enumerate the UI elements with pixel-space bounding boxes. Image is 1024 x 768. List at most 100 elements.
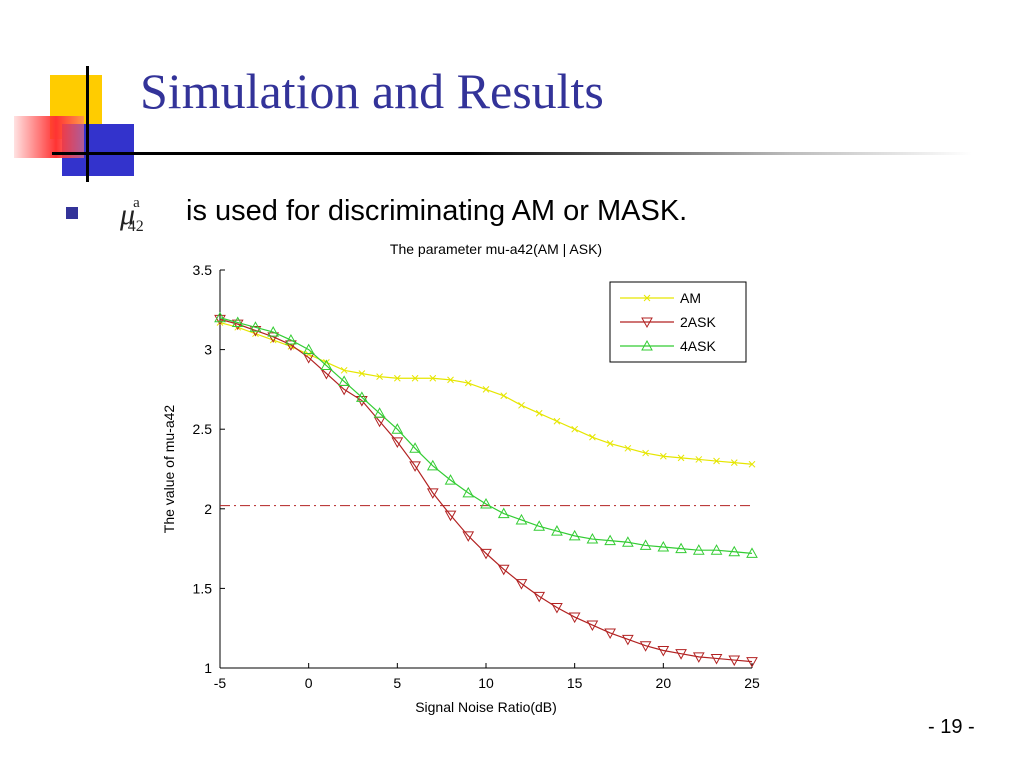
data-point-2ask (657, 645, 670, 657)
y-tick-label: 3 (204, 342, 212, 358)
mu-superscript: a (133, 195, 140, 211)
data-point-4ask (728, 545, 741, 557)
data-point-4ask (356, 391, 368, 402)
data-point-am (748, 460, 756, 468)
data-point-am (429, 374, 437, 382)
data-point-4ask (657, 540, 670, 552)
data-point-2ask (426, 488, 439, 499)
data-point-am (411, 374, 419, 382)
data-point-4ask (444, 474, 457, 485)
slide-title: Simulation and Results (140, 63, 604, 119)
y-tick-label: 2.5 (193, 421, 213, 437)
data-point-2ask (267, 332, 280, 343)
data-point-4ask (302, 343, 315, 355)
deco-vertical-line (86, 66, 89, 182)
data-point-2ask (533, 591, 546, 603)
data-point-2ask (497, 564, 510, 576)
deco-red-bar (14, 116, 84, 158)
data-point-2ask (214, 314, 226, 326)
data-point-2ask (515, 579, 528, 590)
data-point-4ask (267, 326, 280, 337)
data-point-2ask (710, 653, 723, 665)
data-point-2ask (551, 603, 563, 614)
data-point-am (447, 376, 454, 384)
data-point-4ask (320, 359, 333, 371)
data-point-4ask (710, 544, 723, 555)
data-point-4ask (285, 334, 297, 345)
x-tick-label: 15 (567, 675, 583, 691)
data-point-4ask (746, 547, 758, 558)
mu-subscript: 42 (127, 218, 144, 235)
data-point-am (535, 409, 543, 417)
data-point-4ask (675, 542, 687, 554)
data-point-2ask (622, 634, 634, 646)
data-point-4ask (373, 407, 386, 418)
data-point-am (553, 417, 561, 425)
data-point-4ask (480, 497, 492, 509)
x-tick-label: 25 (744, 675, 760, 691)
y-tick-label: 2 (204, 501, 212, 517)
data-point-am (730, 459, 738, 466)
x-tick-label: 20 (656, 675, 672, 691)
data-point-am (589, 433, 596, 441)
chart-title: The parameter mu-a42(AM | ASK) (390, 241, 602, 257)
x-tick-label: 10 (478, 675, 494, 691)
data-point-4ask (391, 423, 404, 434)
bullet-square-icon (66, 207, 78, 219)
data-point-2ask (639, 641, 652, 652)
data-point-am (376, 373, 383, 381)
chart: The parameter mu-a42(AM | ASK) 1 1.5 2 2.5 3 3… (161, 241, 760, 715)
data-point-am (358, 370, 366, 377)
data-point-2ask (409, 461, 421, 472)
data-point-am (393, 374, 401, 382)
data-point-4ask (214, 311, 226, 323)
data-point-am (659, 452, 667, 460)
legend-marker-2ask (641, 317, 653, 329)
data-point-4ask (568, 529, 581, 541)
x-axis-label: Signal Noise Ratio(dB) (415, 699, 557, 715)
data-point-am (571, 425, 579, 433)
data-point-2ask (231, 319, 244, 331)
data-point-2ask (480, 548, 492, 560)
data-point-4ask (249, 321, 262, 332)
data-point-2ask (746, 657, 758, 668)
data-point-2ask (285, 340, 297, 351)
data-point-am (518, 401, 525, 409)
data-point-4ask (515, 513, 528, 525)
data-point-4ask (497, 507, 510, 519)
data-point-2ask (444, 510, 457, 522)
data-point-4ask (426, 459, 439, 471)
data-point-4ask (409, 442, 421, 453)
legend-label-2ask: 2ASK (680, 314, 716, 330)
y-tick-label: 1.5 (193, 580, 213, 596)
mu-a42-symbol: μa 42 (120, 195, 158, 236)
data-point-2ask (391, 437, 404, 448)
y-tick-label: 1 (204, 660, 212, 676)
series-line-2ask (219, 318, 753, 663)
data-point-am (695, 456, 703, 463)
data-point-4ask (622, 536, 634, 547)
data-point-4ask (338, 375, 350, 386)
data-point-2ask (586, 620, 599, 632)
data-point-am (340, 366, 348, 374)
data-point-4ask (551, 525, 563, 536)
legend-marker-am (643, 294, 651, 302)
x-tick-label: -5 (214, 675, 227, 691)
legend-label-4ask: 4ASK (680, 338, 716, 354)
data-point-2ask (462, 531, 475, 542)
data-point-4ask (586, 533, 599, 544)
data-point-am (606, 440, 614, 447)
y-axis-label: The value of mu-a42 (161, 405, 177, 534)
y-tick-label: 3.5 (193, 262, 213, 278)
data-point-2ask (728, 655, 741, 667)
data-point-4ask (692, 544, 705, 555)
legend-label-am: AM (680, 290, 701, 306)
data-point-2ask (675, 649, 687, 660)
data-point-am (464, 379, 472, 387)
data-point-4ask (639, 539, 652, 550)
data-point-4ask (533, 520, 546, 531)
bullet-text: is used for discriminating AM or MASK. (186, 195, 688, 227)
data-point-4ask (231, 316, 244, 328)
data-point-am (677, 454, 685, 462)
mu-symbol: μ (120, 198, 136, 231)
